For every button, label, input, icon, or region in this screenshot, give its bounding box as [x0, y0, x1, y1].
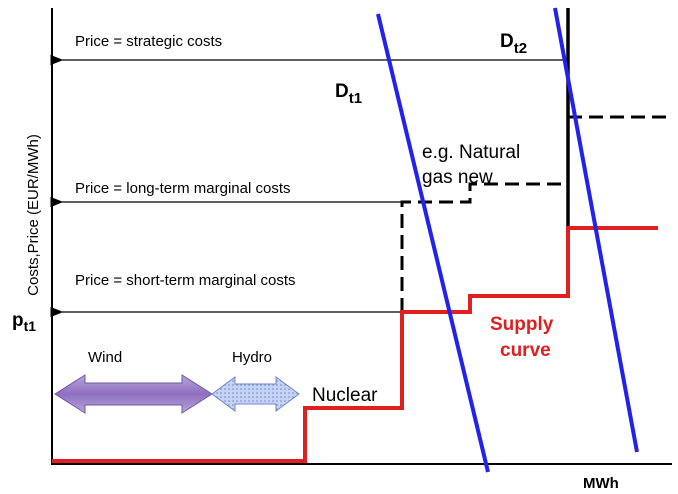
gas-label: e.g. Natural: [422, 142, 520, 163]
hydro-label: Hydro: [232, 349, 272, 366]
wind-arrow: [54, 374, 213, 414]
price-label: Price = long-term marginal costs: [75, 180, 291, 197]
nuclear-label: Nuclear: [312, 385, 378, 406]
wind-label: Wind: [88, 349, 122, 366]
price-label: Price = strategic costs: [75, 33, 222, 50]
demand-label: Dt1: [335, 81, 362, 107]
dashed-supply: [400, 115, 666, 312]
y-axis-label: Costs,Price (EUR/MWh): [25, 134, 42, 296]
price-marker: pt1: [12, 310, 36, 334]
supply-label: Supply: [490, 314, 554, 335]
price-marker-main: p: [12, 310, 24, 331]
demand-label: Dt2: [500, 31, 527, 57]
supply-curve: [52, 226, 658, 463]
demand-main: D: [335, 81, 349, 102]
x-axis-label: MWh: [583, 475, 619, 492]
demand-line: [376, 13, 490, 473]
demand-line: [553, 7, 639, 453]
demand-main: D: [500, 31, 514, 52]
hydro-arrow: [211, 376, 300, 412]
price-marker-sub: t1: [24, 318, 37, 334]
supply-label: curve: [500, 340, 551, 361]
demand-sub: t1: [349, 90, 362, 107]
price-label: Price = short-term marginal costs: [75, 272, 295, 289]
demand-sub: t2: [514, 40, 527, 57]
gas-label: gas new: [422, 167, 493, 188]
